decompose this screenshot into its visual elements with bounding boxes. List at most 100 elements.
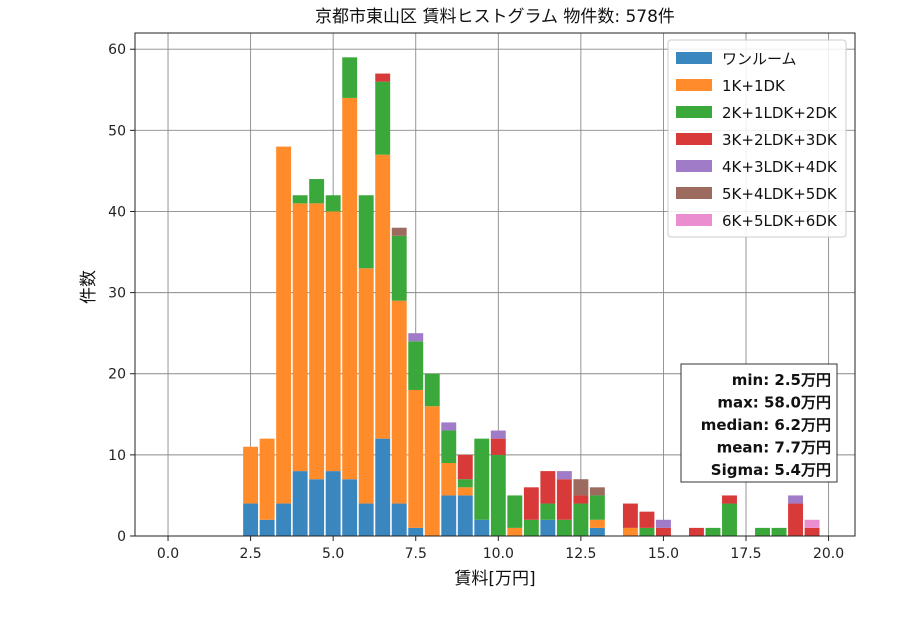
bar-segment [325,211,341,472]
legend-swatch [676,52,712,64]
legend-swatch [676,106,712,118]
bar-segment [358,503,374,536]
bar-segment [441,495,457,536]
bar-segment [391,300,407,504]
bar-segment [441,430,457,463]
legend-swatch [676,160,712,172]
x-tick-label: 5.0 [322,546,344,562]
bar-segment [474,519,490,536]
stats-line: median: 6.2万円 [701,416,831,434]
bar-segment [424,406,440,536]
y-tick-label: 40 [108,204,126,220]
bar-segment [689,527,704,536]
bar-segment [276,146,292,504]
bar-segment [573,495,589,504]
bar-segment [457,487,473,496]
bar-segment [259,519,275,536]
bar-segment [408,333,424,342]
bar-segment [589,519,605,528]
bar-segment [408,527,424,536]
bar-segment [490,454,506,536]
bar-segment [540,519,556,536]
x-tick-label: 12.5 [565,546,596,562]
bar-segment [788,503,804,536]
plot-area: 0.0 2.5 5.0 7.5 10.0 12.5 15.0 17.5 20.0 0 10 20 30 4… [108,32,856,562]
legend-entry: 3K+2LDK+3DK [722,131,838,149]
bar-segment [309,179,325,204]
bar-segment [556,479,572,520]
bar-segment [424,373,440,407]
bar-segment [655,527,671,536]
y-tick-label: 50 [108,123,126,139]
bar-segment [655,519,671,528]
bar-segment [391,227,407,236]
bar-segment [391,235,407,301]
bar-segment [292,471,308,536]
legend-entry: ワンルーム [722,50,797,68]
bar-segment [755,527,770,536]
bar-segment [457,495,473,536]
legend-swatch [676,187,712,199]
bar-segment [804,527,820,536]
y-tick-label: 20 [108,367,126,383]
bar-segment [540,503,556,520]
bar-segment [342,97,358,480]
bar-segment [243,446,259,504]
bar-segment [292,195,308,204]
x-axis-label: 賃料[万円] [454,569,535,589]
legend-entry: 5K+4LDK+5DK [722,185,838,203]
legend-entry: 6K+5LDK+6DK [722,212,838,230]
bar-segment [788,495,804,504]
legend-swatch [676,133,712,145]
bar-segment [639,511,655,528]
bar-segment [342,479,358,536]
bar-segment [540,471,556,504]
stats-line: max: 58.0万円 [717,394,831,412]
bar-segment [589,527,605,536]
bar-segment [589,487,605,496]
bar-segment [490,438,506,455]
bar-segment [276,503,292,536]
bar-segment [639,527,655,536]
bar-segment [375,154,391,439]
bar-segment [292,203,308,472]
bar-segment [507,495,523,528]
stats-box: min: 2.5万円 max: 58.0万円 median: 6.2万円 mean: … [680,363,838,483]
bar-segment [589,495,605,520]
bar-segment [408,389,424,528]
bar-segment [705,527,721,536]
stats-frame [680,363,838,483]
x-tick-label: 0.0 [157,546,179,562]
legend: ワンルーム 1K+1DK 2K+1LDK+2DK 3K+2LDK+3DK 4K+3LDK… [667,39,847,238]
legend-entry: 1K+1DK [722,77,786,95]
x-tick-label: 10.0 [483,546,514,562]
stats-line: mean: 7.7万円 [717,439,831,457]
bar-segment [573,503,589,536]
bar-segment [243,503,259,536]
bar-segment [573,479,589,496]
stats-line: min: 2.5万円 [732,371,831,389]
x-tick-label: 7.5 [405,546,427,562]
chart-title: 京都市東山区 賃料ヒストグラム 物件数: 578件 [315,7,675,27]
bar-segment [523,519,539,536]
bar-segment [523,487,539,520]
bar-segment [309,479,325,536]
y-axis-label: 件数 [79,270,99,304]
bar-segment [325,471,341,536]
bar-segment [457,454,473,480]
bar-segment [490,430,506,439]
stats-line: Sigma: 5.4万円 [711,461,831,479]
y-tick-label: 10 [108,448,126,464]
x-tick-label: 15.0 [648,546,679,562]
bar-segment [259,438,275,520]
bar-segment [771,527,787,536]
legend-entry: 4K+3LDK+4DK [722,158,838,176]
bar-segment [358,268,374,504]
bar-segment [375,73,391,82]
legend-frame [667,39,847,238]
x-tick-label: 17.5 [730,546,761,562]
bar-segment [309,203,325,480]
bar-segment [375,81,391,155]
y-tick-label: 60 [108,42,126,58]
